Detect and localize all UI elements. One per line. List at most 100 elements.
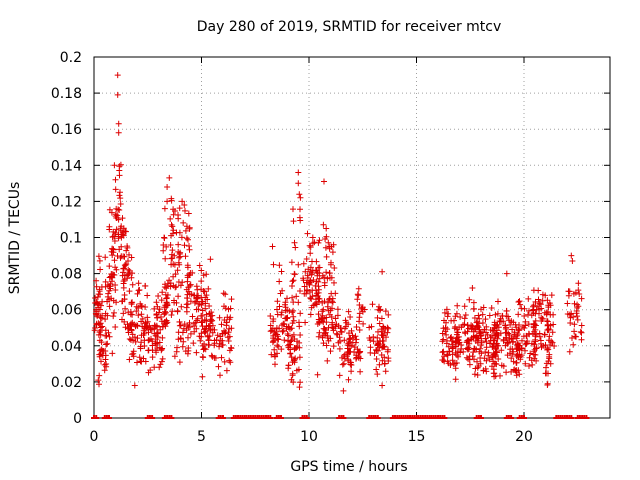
zero-point <box>374 415 381 419</box>
data-point <box>193 325 200 332</box>
data-point <box>193 306 200 313</box>
data-point <box>132 323 139 330</box>
y-tick-label: 0.08 <box>51 267 82 283</box>
data-point <box>284 331 291 337</box>
data-point <box>532 338 539 345</box>
data-point <box>492 311 499 318</box>
data-point <box>111 257 118 264</box>
data-point <box>494 342 501 349</box>
data-point <box>172 208 178 214</box>
data-point <box>523 333 530 339</box>
data-point <box>570 314 577 320</box>
data-point <box>138 303 145 310</box>
data-point <box>202 346 209 353</box>
data-point <box>513 359 520 366</box>
data-point <box>538 314 545 321</box>
data-point <box>502 322 509 329</box>
data-point <box>510 334 517 340</box>
data-point <box>527 350 534 357</box>
data-point <box>323 253 330 260</box>
data-point <box>207 327 213 334</box>
data-point <box>447 362 454 368</box>
data-point <box>115 216 122 223</box>
data-point <box>302 268 309 275</box>
data-point <box>125 271 132 278</box>
data-point <box>503 313 510 320</box>
data-point <box>457 349 464 356</box>
data-point <box>574 313 581 320</box>
data-point <box>535 287 542 294</box>
data-point <box>340 353 347 360</box>
data-point <box>530 310 537 317</box>
data-point <box>185 210 192 217</box>
data-point <box>221 358 228 365</box>
data-point <box>503 270 510 277</box>
data-point <box>486 312 493 319</box>
data-point <box>168 312 175 318</box>
data-point <box>572 333 579 340</box>
data-point <box>313 296 319 303</box>
data-point <box>342 317 349 324</box>
data-point <box>185 347 192 354</box>
y-tick-label: 0.14 <box>51 158 82 174</box>
data-point <box>489 344 496 351</box>
data-point <box>181 202 188 208</box>
data-point <box>383 334 389 341</box>
data-point <box>126 288 133 295</box>
data-point <box>482 335 489 342</box>
data-point <box>293 293 300 300</box>
data-point <box>133 322 140 329</box>
data-point <box>508 355 515 362</box>
data-point <box>179 279 186 286</box>
data-point <box>169 247 176 254</box>
data-point <box>96 337 103 344</box>
data-point <box>167 215 174 222</box>
data-point <box>324 357 331 364</box>
data-point <box>353 336 360 343</box>
data-point <box>322 327 329 333</box>
data-point <box>182 253 189 260</box>
data-point <box>544 380 551 387</box>
data-point <box>460 322 466 328</box>
data-point <box>503 369 510 376</box>
data-point <box>110 249 117 256</box>
data-point <box>131 334 138 341</box>
data-point <box>209 312 216 319</box>
data-point <box>276 303 283 310</box>
data-point <box>206 303 213 309</box>
data-point <box>569 335 575 341</box>
data-point <box>473 323 480 330</box>
data-point <box>202 300 209 307</box>
data-point <box>109 350 116 357</box>
data-point <box>385 311 392 318</box>
data-point <box>573 310 580 317</box>
data-point <box>536 306 543 313</box>
data-point <box>340 360 347 367</box>
data-point <box>176 251 183 257</box>
data-point <box>493 349 500 356</box>
data-point <box>222 329 229 336</box>
data-point <box>304 287 311 294</box>
axis-ticks: 0 0.02 0.04 0.06 0.08 0.1 0.12 0.14 0.16 0.18 0.2 0… <box>51 50 610 445</box>
data-point <box>336 372 343 379</box>
data-point <box>470 299 477 306</box>
data-point <box>98 358 104 365</box>
data-point <box>189 313 196 320</box>
data-point <box>96 372 103 379</box>
data-point <box>541 331 548 338</box>
data-point <box>374 334 381 341</box>
data-point <box>333 330 340 337</box>
data-point <box>119 215 126 222</box>
data-point <box>296 354 303 361</box>
data-point <box>480 367 487 374</box>
data-point <box>373 356 380 362</box>
data-point <box>574 304 581 311</box>
data-point <box>111 309 117 316</box>
data-point <box>170 273 177 280</box>
data-point <box>284 295 290 302</box>
zero-point <box>478 415 484 419</box>
data-point <box>453 335 460 342</box>
data-point <box>303 290 310 297</box>
data-point <box>149 354 156 361</box>
data-point <box>477 332 484 339</box>
